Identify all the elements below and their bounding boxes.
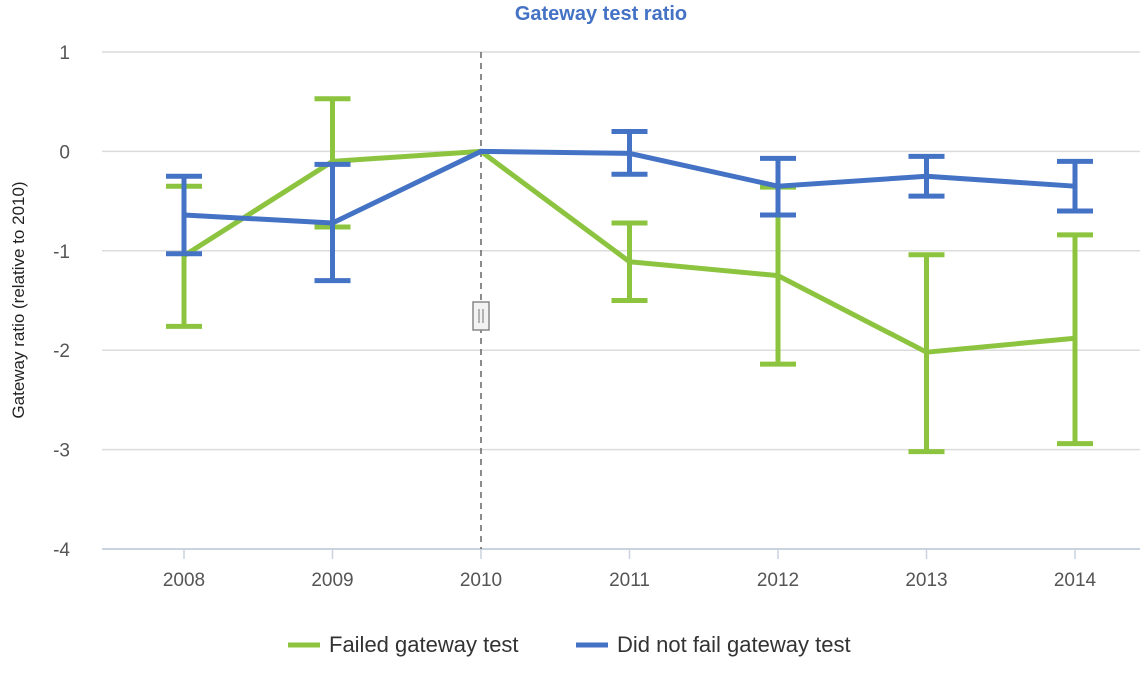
data-point <box>627 259 632 265</box>
y-tick-label: -1 <box>53 242 70 263</box>
x-tick-label: 2011 <box>609 570 650 591</box>
y-tick-label: -2 <box>53 341 70 362</box>
y-tick-label: -3 <box>53 441 70 462</box>
legend-item[interactable]: Failed gateway test <box>288 632 519 657</box>
series-did-not-fail <box>166 129 1093 284</box>
data-point <box>1072 335 1078 341</box>
legend-label: Did not fail gateway test <box>617 632 851 657</box>
legend-label: Failed gateway test <box>329 632 519 657</box>
data-point <box>330 220 335 226</box>
x-tick-label: 2013 <box>905 570 947 591</box>
x-tick-label: 2012 <box>757 570 799 591</box>
x-tick-label: 2010 <box>460 570 502 591</box>
x-tick-label: 2008 <box>163 570 205 591</box>
y-axis-label: Gateway ratio (relative to 2010) <box>9 181 28 418</box>
legend-item[interactable]: Did not fail gateway test <box>576 632 851 657</box>
data-point <box>627 150 632 156</box>
x-tick-label: 2014 <box>1054 570 1097 591</box>
y-tick-label: -4 <box>53 540 70 561</box>
y-tick-label: 0 <box>59 142 70 163</box>
data-point <box>775 183 781 189</box>
y-tick-label: 1 <box>59 43 70 64</box>
chart-title: Gateway test ratio <box>515 3 687 25</box>
data-point <box>181 212 187 218</box>
data-point <box>478 148 484 154</box>
x-tick-label: 2009 <box>311 570 353 591</box>
handle-box <box>472 301 490 331</box>
data-point <box>924 349 929 355</box>
data-point <box>775 273 781 279</box>
reference-line-handle[interactable] <box>472 301 490 331</box>
data-point <box>924 173 929 179</box>
data-point <box>1072 183 1078 189</box>
